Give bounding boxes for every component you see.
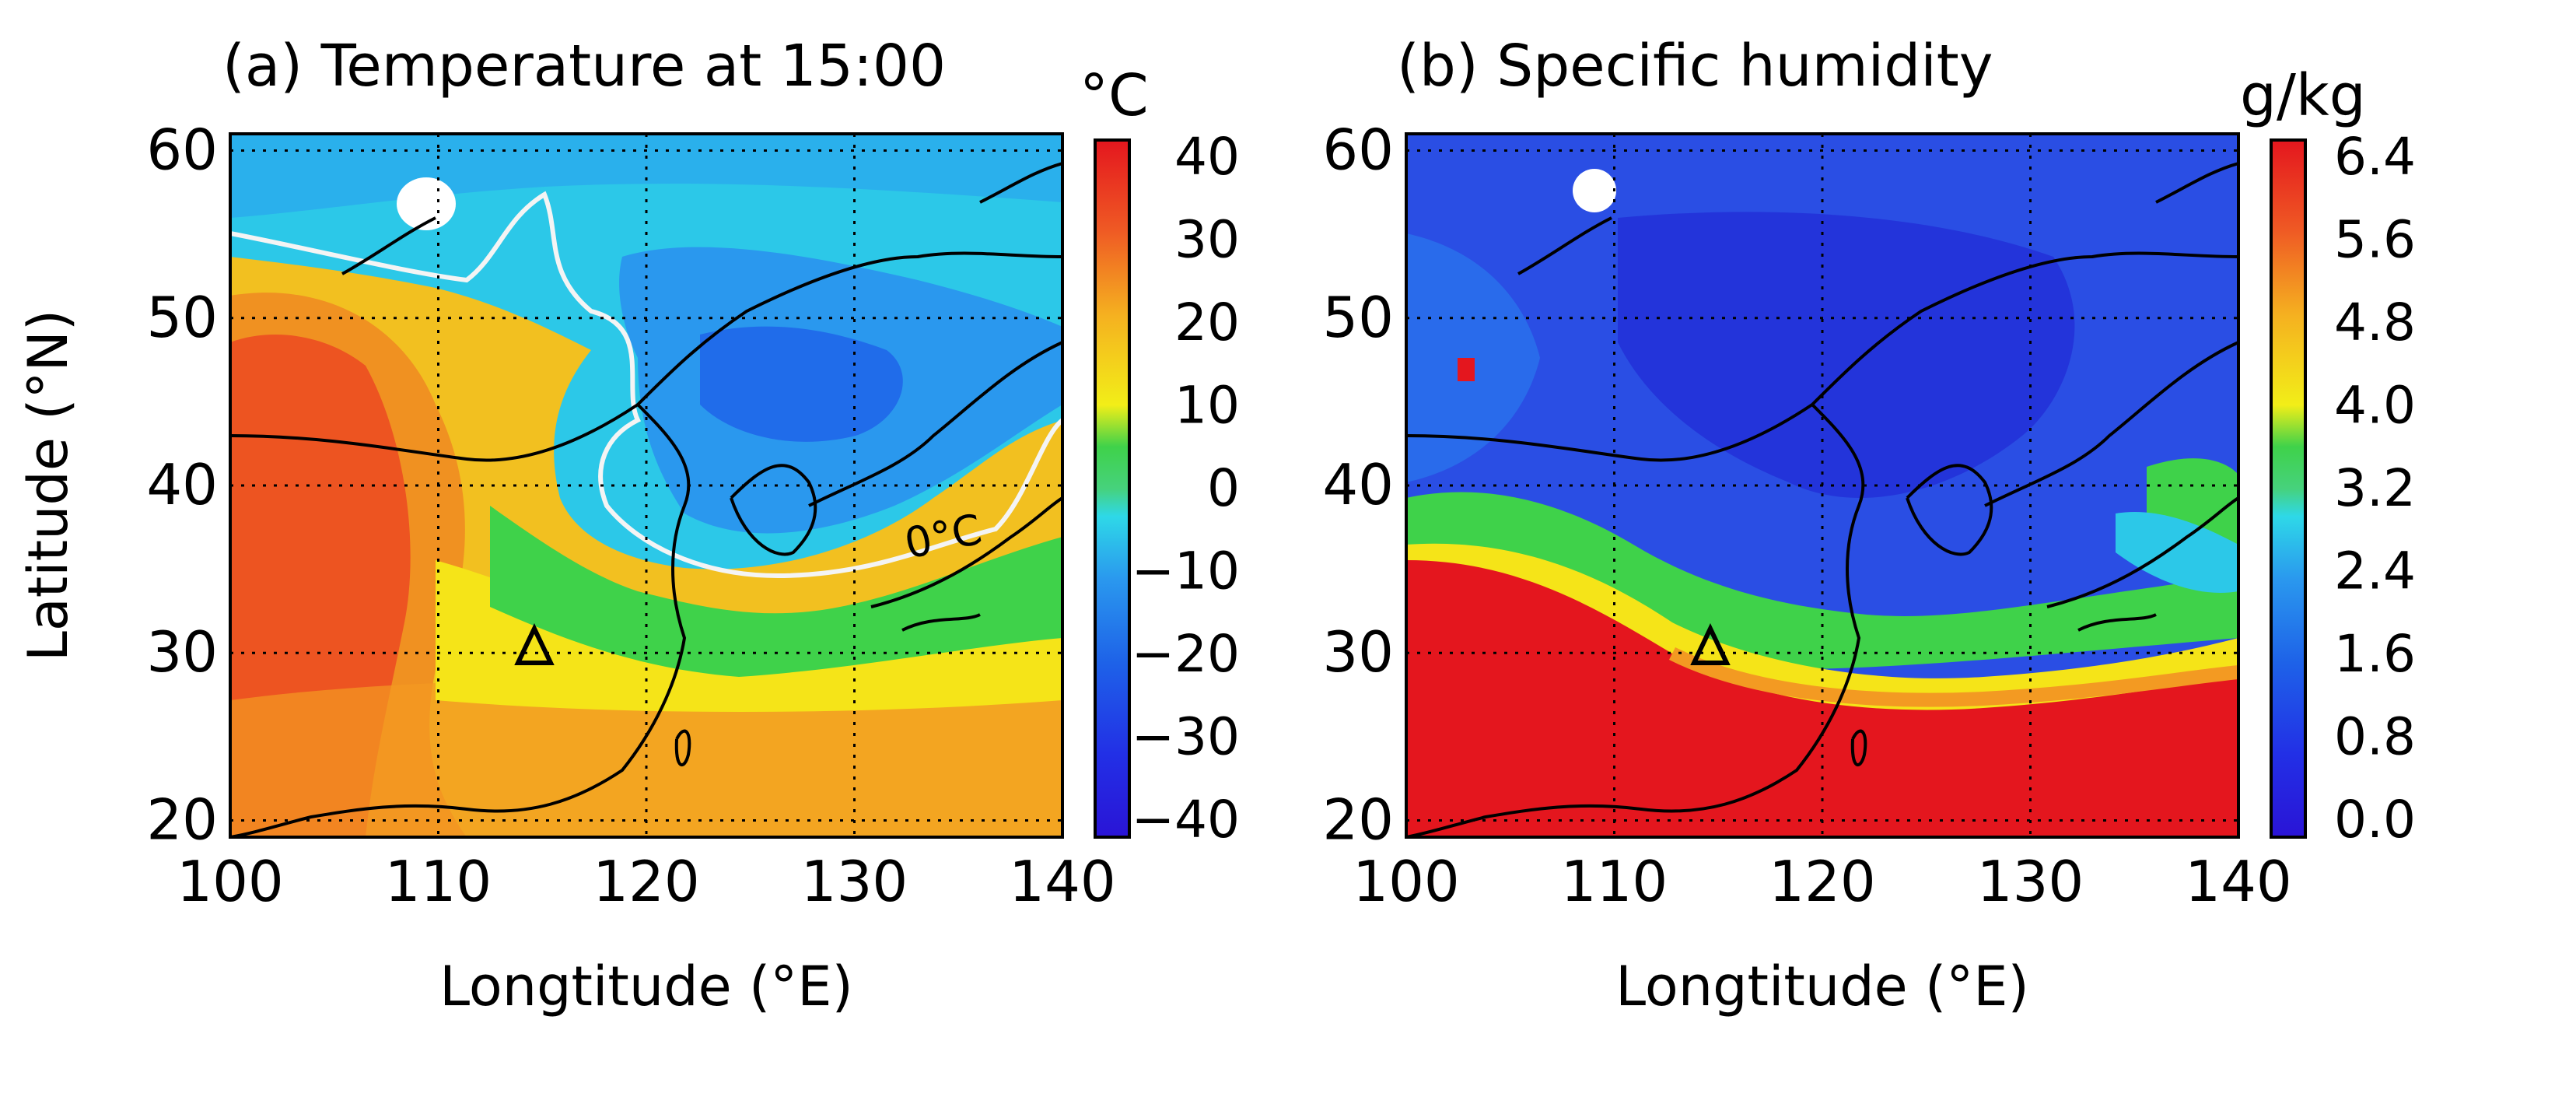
- panel-a-y-tick: 50: [146, 285, 218, 350]
- panel-a-x-tick: 120: [593, 849, 699, 914]
- panel-b-red-speck: [1458, 358, 1475, 381]
- panel-a-colorbar-tick: 0: [1207, 458, 1240, 518]
- panel-a-xlabel: Longtitude (°E): [439, 955, 853, 1018]
- panel-b-x-tick: 130: [1977, 849, 2084, 914]
- panel-a-coastlines: [230, 162, 1062, 837]
- panel-b-y-tick: 30: [1322, 619, 1394, 685]
- panel-b-y-tick: 40: [1322, 452, 1394, 517]
- panel-b-orange-band: [1668, 647, 2238, 707]
- panel-b-x-tick: 120: [1769, 849, 1875, 914]
- panel-a-ylabel: Latitude (°N): [16, 310, 80, 661]
- panel-a-grid: [230, 134, 1062, 837]
- panel-b-colorbar-tick: 4.0: [2334, 376, 2416, 436]
- panel-a-zero-contour: [230, 191, 1062, 579]
- panel-a-top-band: [230, 134, 1062, 218]
- panel-a: 0°C: [229, 132, 1064, 839]
- panel-b-colorbar-tick: 5.6: [2334, 210, 2416, 270]
- panel-b-x-tick: 100: [1353, 849, 1459, 914]
- panel-a-frame: [229, 132, 1064, 839]
- panel-b-white-patch: [1573, 169, 1616, 212]
- panel-b-colorbar-tick: 3.2: [2334, 458, 2416, 518]
- panel-b-colorbar-tick: 1.6: [2334, 624, 2416, 684]
- panel-b-grid: [1406, 134, 2238, 837]
- panel-a-x-tick: 110: [385, 849, 492, 914]
- panel-b-colorbar-tick: 4.8: [2334, 293, 2416, 352]
- panel-a-colorbar-tick: −30: [1132, 707, 1240, 767]
- panel-b-frame: [1405, 132, 2240, 839]
- panel-a-blue-deep: [700, 326, 903, 442]
- panel-a-y-tick: 20: [146, 787, 218, 852]
- panel-a-colorbar-tick: −20: [1132, 624, 1240, 684]
- panel-a-colorbar-tick: −10: [1132, 541, 1240, 601]
- panel-a-colorbar: [1094, 138, 1131, 839]
- panel-a-white-patch: [397, 177, 456, 230]
- panel-a-field: [230, 134, 1062, 837]
- panel-b-y-tick: 50: [1322, 285, 1394, 350]
- panel-a-green-band: [490, 506, 1062, 677]
- panel-a-x-tick: 100: [177, 849, 283, 914]
- panel-b-y-tick: 60: [1322, 117, 1394, 183]
- panel-a-y-tick: 30: [146, 619, 218, 685]
- panel-b-colorbar-tick: 0.0: [2334, 790, 2416, 850]
- panel-a-colorbar-tick: 30: [1174, 210, 1240, 270]
- panel-b-colorbar: [2270, 138, 2307, 839]
- panel-a-yellow-band: [436, 560, 1062, 712]
- panel-a-y-tick: 60: [146, 117, 218, 183]
- panel-b: [1405, 132, 2240, 839]
- panel-a-colorbar-tick: 10: [1174, 376, 1240, 436]
- panel-b-title: (b) Specific humidity: [1397, 33, 1993, 100]
- panel-b-deep-dry: [1618, 212, 2075, 498]
- panel-a-unit: °C: [1080, 62, 1149, 129]
- panel-a-y-tick: 40: [146, 452, 218, 517]
- panel-b-cyan-east: [2116, 512, 2238, 593]
- panel-b-colorbar-tick: 2.4: [2334, 541, 2416, 601]
- panel-b-x-tick: 110: [1561, 849, 1668, 914]
- panel-b-x-tick: 140: [2185, 849, 2291, 914]
- panel-a-colorbar-tick: 20: [1174, 293, 1240, 352]
- panel-b-marker-triangle: [1690, 623, 1731, 665]
- panel-a-x-tick: 130: [801, 849, 908, 914]
- panel-a-colorbar-tick: −40: [1132, 790, 1240, 850]
- panel-a-marker-triangle: [514, 623, 555, 665]
- panel-a-x-tick: 140: [1009, 849, 1115, 914]
- panel-b-colorbar-tick: 0.8: [2334, 707, 2416, 767]
- panel-a-colorbar-tick: 40: [1174, 127, 1240, 187]
- panel-b-colorbar-tick: 6.4: [2334, 127, 2416, 187]
- panel-b-xlabel: Longtitude (°E): [1615, 955, 2029, 1018]
- panel-b-field: [1406, 134, 2238, 837]
- panel-b-unit: g/kg: [2240, 62, 2366, 129]
- panel-b-y-tick: 20: [1322, 787, 1394, 852]
- panel-a-title: (a) Temperature at 15:00: [222, 33, 946, 100]
